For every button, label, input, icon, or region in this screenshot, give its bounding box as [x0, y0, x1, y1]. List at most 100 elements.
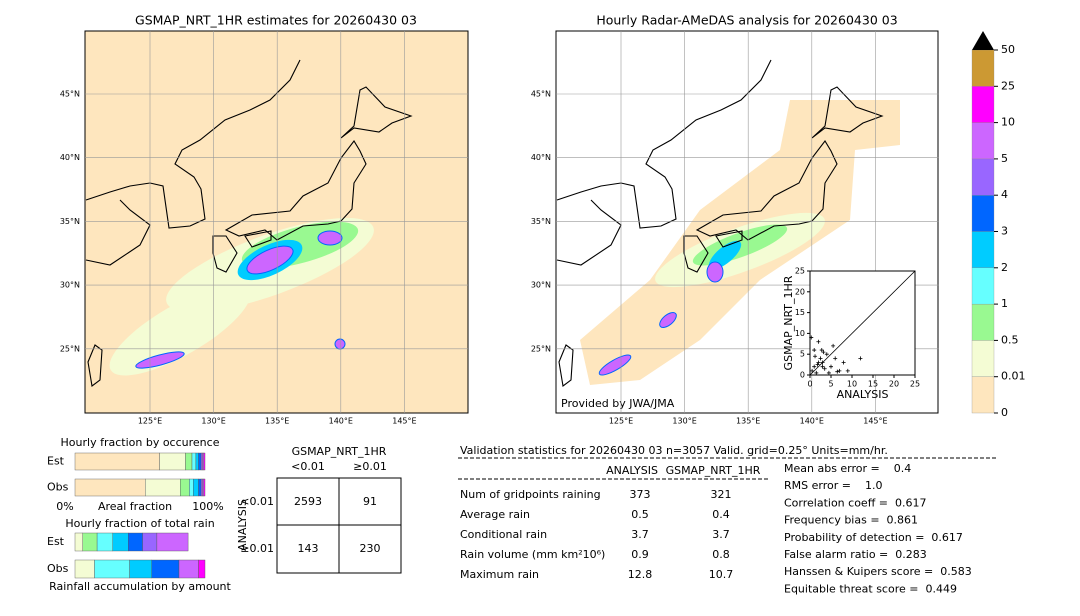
rain-area	[334, 338, 346, 350]
col-head: ANALYSIS	[606, 464, 658, 477]
stat-value: 373	[630, 488, 651, 501]
fraction-segment	[74, 478, 146, 497]
y-tick-label: 0	[800, 371, 805, 380]
scatter-point	[858, 356, 863, 361]
col-label: <0.01	[291, 460, 325, 473]
fraction-segment	[198, 452, 202, 471]
fraction-segment	[144, 478, 181, 497]
stat-value: 321	[711, 488, 732, 501]
row-label: Est	[47, 455, 65, 468]
fraction-segment	[129, 559, 152, 579]
row-title: ANALYSIS	[236, 499, 249, 551]
score: Hanssen & Kuipers score = 0.583	[784, 565, 972, 578]
axis-label: Areal fraction	[98, 500, 172, 513]
stat-value: 12.8	[628, 568, 653, 581]
fraction-segment	[94, 559, 130, 579]
lon-label: 145°E	[863, 417, 887, 426]
x-tick-label: 5	[828, 380, 833, 389]
fraction-segment	[198, 478, 202, 497]
colorbar-extend	[972, 31, 994, 50]
x-tick-label: 10	[847, 380, 857, 389]
colorbar-label: 0.5	[1001, 333, 1019, 346]
fraction-segment	[180, 478, 190, 497]
stat-label: Num of gridpoints raining	[460, 488, 601, 501]
score: Frequency bias = 0.861	[784, 514, 918, 527]
y-tick-label: 20	[795, 287, 805, 296]
scatter-point	[818, 356, 823, 361]
colorbar-segment	[971, 340, 995, 377]
lat-label: 35°N	[60, 217, 80, 226]
colorbar-segment	[971, 195, 995, 232]
cell: 230	[360, 542, 381, 555]
lat-label: 25°N	[60, 344, 80, 353]
colorbar-segment	[971, 49, 995, 87]
scatter-point	[822, 366, 827, 371]
axis-label: 100%	[192, 500, 223, 513]
lat-label: 40°N	[60, 153, 80, 162]
rain-area	[246, 245, 294, 275]
right-map: Hourly Radar-AMeDAS analysis for 2026043…	[555, 13, 939, 414]
cell: 143	[298, 542, 319, 555]
scatter-point	[812, 364, 817, 369]
fraction-segment	[74, 559, 95, 579]
fraction-title: Hourly fraction of total rain	[65, 517, 214, 530]
scatter-point	[821, 350, 826, 355]
lon-label: 135°E	[265, 417, 289, 426]
scatter-point	[829, 364, 833, 369]
rain-area	[317, 230, 343, 246]
y-tick-label: 5	[800, 350, 805, 359]
colorbar-label: 4	[1001, 188, 1008, 201]
x-tick-label: 20	[889, 380, 899, 389]
rain-area	[109, 284, 251, 376]
x-tick-label: 0	[807, 380, 812, 389]
fraction-segment	[191, 452, 197, 471]
y-axis-label: GSMAP_NRT_1HR	[782, 275, 795, 370]
colorbar-label: 0.01	[1001, 370, 1026, 383]
fraction-segment	[189, 478, 194, 497]
stat-value: 0.9	[631, 548, 649, 561]
fraction-segment	[203, 478, 206, 497]
stat-value: 3.7	[712, 528, 730, 541]
lon-label: 140°E	[329, 417, 353, 426]
score: Probability of detection = 0.617	[784, 531, 963, 544]
fraction-segment	[74, 532, 84, 552]
lat-label: 30°N	[60, 281, 80, 290]
lat-label: 45°N	[60, 90, 80, 99]
lon-label: 140°E	[800, 417, 824, 426]
score: Mean abs error = 0.4	[784, 462, 911, 475]
fraction-segment	[185, 452, 193, 471]
table-title: GSMAP_NRT_1HR	[292, 445, 387, 458]
rain-area	[598, 354, 632, 376]
stat-value: 3.7	[631, 528, 649, 541]
colorbar-label: 2	[1001, 261, 1008, 274]
fraction-segment	[198, 559, 206, 579]
map-title: GSMAP_NRT_1HR estimates for 20260430 03	[135, 13, 417, 28]
scatter-point	[819, 348, 824, 353]
axis-label: 0%	[56, 500, 73, 513]
fraction-segment	[159, 452, 186, 471]
y-tick-label: 15	[795, 308, 805, 317]
colorbar-segment	[971, 267, 995, 305]
credit: Provided by JWA/JMA	[561, 397, 675, 410]
lon-label: 125°E	[609, 417, 633, 426]
score: False alarm ratio = 0.283	[784, 548, 927, 561]
stat-value: 0.5	[631, 508, 649, 521]
scatter-point	[815, 362, 820, 367]
colorbar-segment	[971, 303, 995, 341]
scatter-point	[831, 343, 836, 348]
colorbar-label: 25	[1001, 79, 1015, 92]
scatter-point	[816, 360, 821, 365]
fraction-segment	[178, 559, 199, 579]
colorbar-label: 1	[1001, 297, 1008, 310]
scatter-point	[810, 368, 815, 373]
scatter-point	[824, 352, 829, 357]
colorbar-label: 3	[1001, 225, 1008, 238]
scatter-point	[820, 364, 825, 369]
fraction-segment	[156, 532, 189, 552]
row-label: Est	[47, 535, 65, 548]
lat-label: 35°N	[531, 217, 551, 226]
stat-value: 0.8	[712, 548, 730, 561]
fraction-segment	[82, 532, 98, 552]
row-label: Obs	[47, 562, 69, 575]
row-label: Obs	[47, 481, 69, 494]
